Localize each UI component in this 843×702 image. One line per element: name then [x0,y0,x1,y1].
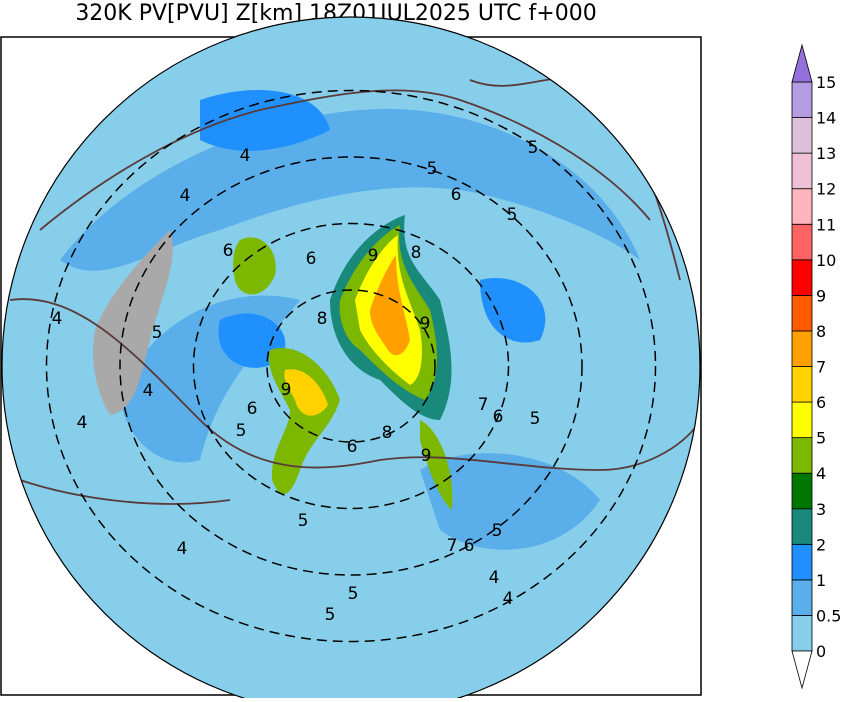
colorbar-segment [791,472,813,510]
contour-label: 5 [348,584,359,604]
contour-label: 8 [411,243,422,263]
contour-label: 4 [240,146,251,166]
colorbar-segment [791,366,813,403]
contour-label: 5 [528,138,539,158]
contour-label: 6 [451,185,462,205]
contour-label: 6 [464,536,475,556]
contour-label: 4 [489,568,500,588]
contour-label: 5 [325,605,336,625]
colorbar-label: 3 [816,500,826,519]
colorbar-label: 5 [816,429,826,448]
contour-label: 9 [421,446,432,466]
contour-label: 6 [306,249,317,269]
contour-label: 9 [420,314,431,334]
pv-field [93,230,173,415]
contour-label: 7 [478,395,489,415]
colorbar-label: 8 [816,322,826,341]
pv-field [60,108,640,271]
map-disk [2,17,700,702]
colorbar-label: 11 [816,215,836,234]
colorbar-label: 10 [816,251,836,270]
contour-label: 7 [447,536,458,556]
contour-label: 5 [236,421,247,441]
contour-label: 8 [382,423,393,443]
contour-label: 9 [281,380,292,400]
contour-label: 4 [143,381,154,401]
colorbar-under [791,650,813,690]
colorbar-label: 9 [816,286,826,305]
pv-field [269,348,340,494]
coastline [19,479,231,505]
pv-field [284,369,328,416]
pv-field [420,420,453,510]
contour-label: 5 [427,159,438,179]
colorbar-label: 2 [816,535,826,554]
contour-label: 5 [507,205,518,225]
colorbar-label: 7 [816,358,826,377]
pv-field [370,255,410,356]
pv-field [420,453,600,550]
contour-label: 4 [52,309,63,329]
colorbar-segment [791,543,813,581]
contour-label: 5 [530,409,541,429]
height-contour [192,222,510,510]
colorbar-label: 13 [816,144,836,163]
contour-label: 8 [317,309,328,329]
contour-label: 4 [77,413,88,433]
colorbar-label: 1 [816,571,826,590]
contour-label: 6 [223,241,234,261]
pv-field [200,90,330,151]
contour-label: 6 [493,407,504,427]
contour-label: 9 [368,246,379,266]
colorbar-segment [791,294,813,332]
colorbar-label: 4 [816,464,826,483]
colorbar-segment [791,437,813,474]
contour-label: 5 [492,521,503,541]
colorbar-segment [791,615,813,652]
colorbar-over [791,43,813,83]
colorbar-segment [791,508,813,545]
colorbar-segment [791,330,813,367]
contour-label: 4 [177,539,188,559]
colorbar-segment [791,579,813,616]
height-contour [45,89,657,643]
colorbar-segment [791,223,813,261]
colorbar-label: 0.5 [816,606,841,625]
contour-label: 4 [180,186,191,206]
colorbar-label: 14 [816,109,836,128]
contour-label: 6 [347,437,358,457]
contour-label: 5 [298,511,309,531]
colorbar-label: 12 [816,180,836,199]
contour-label: 5 [152,323,163,343]
colorbar-segment [791,117,813,154]
height-contour [266,289,436,443]
colorbar-label: 15 [816,73,836,92]
pv-field [480,278,546,343]
contour-label: 4 [503,589,514,609]
pv-field [233,237,276,295]
colorbar-label: 6 [816,393,826,412]
map-edge [1,16,701,702]
coastline [39,89,651,231]
coastline [9,298,700,471]
colorbar-segment [791,188,813,225]
colorbar-label: 0 [816,642,826,661]
colorbar-segment [791,81,813,118]
height-contour [119,156,583,576]
colorbar-segment [791,401,813,439]
colorbar-segment [791,259,813,296]
colorbar-segment [791,152,813,190]
contour-label: 6 [247,399,258,419]
